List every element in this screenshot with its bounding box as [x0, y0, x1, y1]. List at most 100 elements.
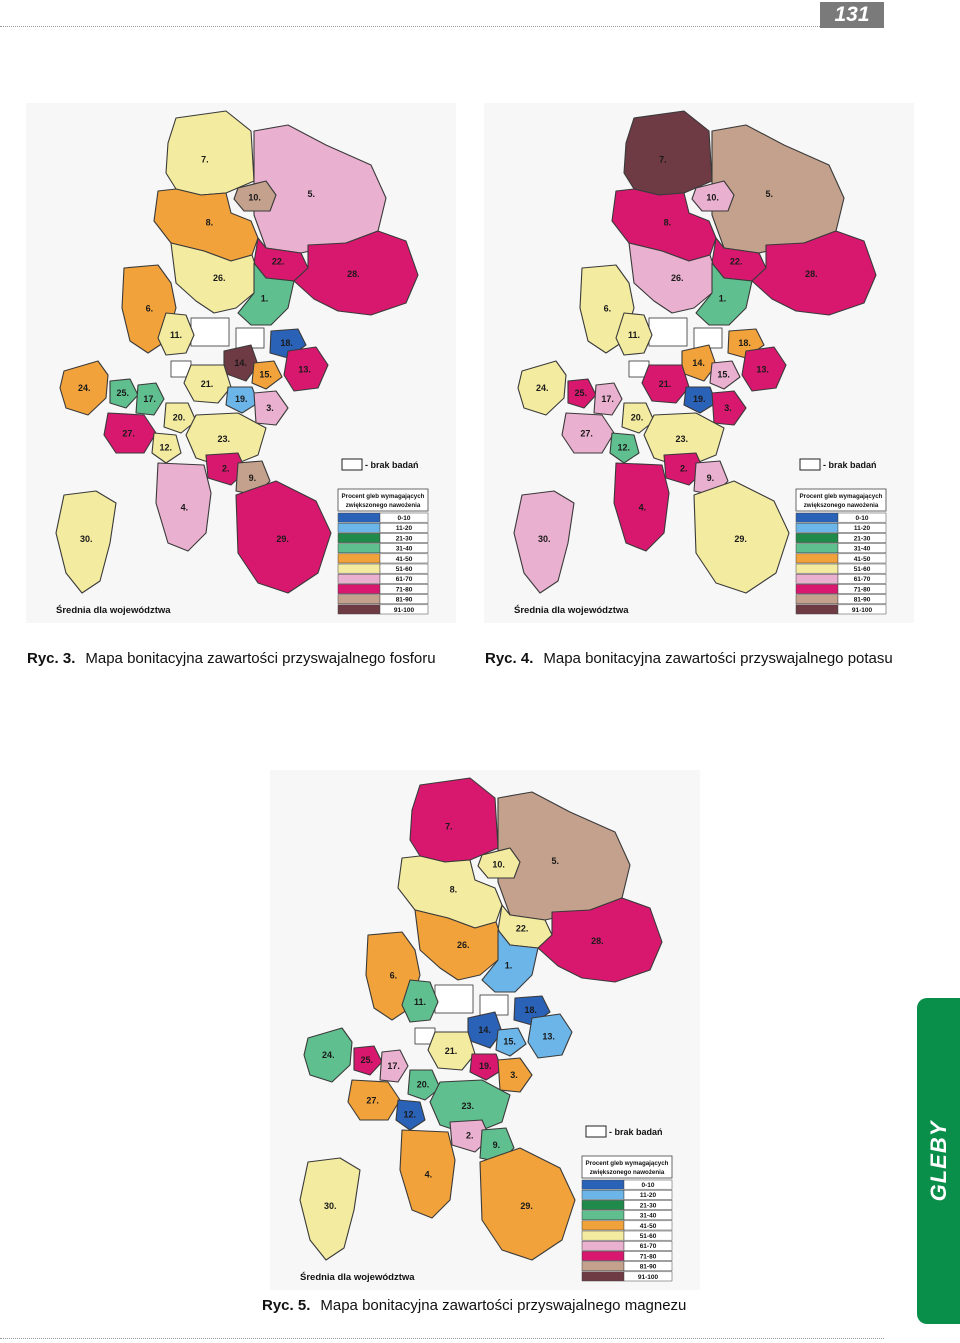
legend-value-cell: [837, 522, 887, 533]
no-data-area: [434, 984, 474, 1014]
legend-class-label: 81-90: [396, 597, 413, 604]
legend-value-cell: [837, 533, 887, 543]
legend-title-line: zwiększonego nawożenia: [346, 502, 421, 509]
section-tab-label: GLEBY: [925, 1120, 951, 1202]
district-label: 20.: [173, 412, 186, 422]
district-label: 9.: [249, 473, 257, 483]
district-label: 19.: [479, 1061, 492, 1071]
legend-class-label: 91-100: [852, 607, 873, 614]
caption-magnesium: Ryc. 5. Mapa bonitacyjna zawartości przys…: [262, 1297, 686, 1314]
district-area: [55, 490, 117, 594]
district-15: 15.: [251, 360, 283, 390]
district-area: [395, 1099, 426, 1131]
no-data-area: [190, 317, 230, 347]
legend-no-data: - brak badań: [585, 1125, 663, 1138]
legend-class-label: 91-100: [638, 1274, 659, 1281]
legend-class-label: 21-30: [396, 535, 413, 542]
map-phosphorus: 7. 5. 10. 8. 22. 28. 26. 1. 6. 11. 18. 14. 15. 13. 24.…: [26, 103, 456, 623]
district-area: [567, 378, 597, 409]
district-label: 27.: [122, 429, 135, 439]
district-area: [283, 346, 329, 392]
district-area: [347, 1079, 401, 1121]
legend-swatch: [581, 1200, 625, 1210]
district-label: 17.: [387, 1061, 400, 1071]
legend-title-line: Procent gleb wymagających: [800, 493, 883, 500]
district-label: 1.: [505, 960, 513, 970]
district-label: 24.: [78, 383, 91, 393]
district-area: [517, 360, 567, 416]
district-area: [401, 979, 439, 1023]
district-area: [621, 402, 655, 434]
district-3: 3.: [711, 390, 747, 426]
district-12: 12.: [609, 432, 640, 464]
district-21: 21.: [641, 364, 690, 404]
legend-swatch: [337, 594, 381, 605]
district-27: 27.: [561, 412, 615, 454]
district-25: 25.: [567, 378, 597, 409]
legend-value-cell: [837, 573, 887, 584]
legend-title-line: zwiększonego nawożenia: [804, 502, 879, 509]
legend-value-cell: [623, 1220, 673, 1231]
legend-value-cell: [623, 1230, 673, 1241]
legend-value-cell: [837, 553, 887, 564]
district-label: 26.: [671, 273, 684, 283]
legend-swatch: [795, 584, 839, 594]
district-17: 17.: [593, 382, 623, 416]
district-area: [235, 480, 332, 594]
legend-swatch: [581, 1261, 625, 1272]
district-area: [59, 360, 109, 416]
legend-value-cell: [623, 1240, 673, 1251]
district-area: [613, 462, 670, 552]
legend-value-cell: [623, 1189, 673, 1200]
legend-swatch: [581, 1210, 625, 1221]
legend-title-line: Procent gleb wymagających: [586, 1160, 669, 1167]
district-label: 1.: [719, 293, 727, 303]
legend-title-box: [581, 1155, 673, 1179]
legend-no-data: - brak badań: [799, 458, 877, 471]
district-1: 1.: [481, 929, 539, 993]
caption-number: Ryc. 3.: [27, 650, 76, 667]
legend-value-cell: [379, 512, 429, 523]
district-28: 28.: [751, 230, 877, 316]
district-30: 30.: [55, 490, 117, 594]
district-1: 1.: [695, 262, 753, 326]
legend-swatch: [795, 604, 839, 615]
map-magnesium: 7. 5. 10. 8. 22. 28. 26. 1. 6. 11. 18. 14. 15. 13. 24.…: [270, 770, 700, 1290]
map-potassium: 7. 5. 10. 8. 22. 28. 26. 1. 6. 11. 18. 14. 15. 13. 24.…: [484, 103, 914, 623]
district-label: 18.: [524, 1005, 537, 1015]
no-data-area: [648, 317, 688, 347]
legend-value-cell: [379, 522, 429, 533]
district-label: 26.: [457, 940, 470, 950]
legend-class-label: 51-60: [854, 566, 871, 573]
legend-title-line: Procent gleb wymagających: [342, 493, 425, 500]
district-area: [253, 390, 289, 426]
district-label: 21.: [201, 379, 214, 389]
legend-class-label: 11-20: [640, 1192, 657, 1199]
district-label: 12.: [160, 442, 173, 452]
district-label: 8.: [450, 885, 458, 895]
page-number: 131: [820, 2, 884, 28]
legend-value-cell: [837, 543, 887, 554]
legend-class-label: 71-80: [640, 1253, 657, 1260]
legend-title-line: zwiększonego nawożenia: [590, 1169, 665, 1176]
district-label: 7.: [659, 154, 667, 164]
district-4: 4.: [155, 462, 212, 552]
district-label: 13.: [542, 1032, 555, 1042]
legend-value-cell: [379, 573, 429, 584]
legend-class-label: 0-10: [855, 515, 868, 522]
district-27: 27.: [103, 412, 157, 454]
district-area: [237, 262, 295, 326]
district-area: [497, 1057, 533, 1093]
district-label: 20.: [631, 412, 644, 422]
district-area: [513, 490, 575, 594]
legend-swatch: [795, 553, 839, 564]
district-10: 10.: [691, 180, 735, 212]
legend-value-cell: [837, 594, 887, 605]
district-13: 13.: [283, 346, 329, 392]
district-label: 13.: [756, 365, 769, 375]
legend-swatch: [337, 563, 381, 574]
district-area: [303, 1027, 353, 1083]
district-20: 20.: [163, 402, 197, 434]
legend-class-label: 31-40: [854, 546, 871, 553]
district-7: 7.: [409, 777, 499, 863]
